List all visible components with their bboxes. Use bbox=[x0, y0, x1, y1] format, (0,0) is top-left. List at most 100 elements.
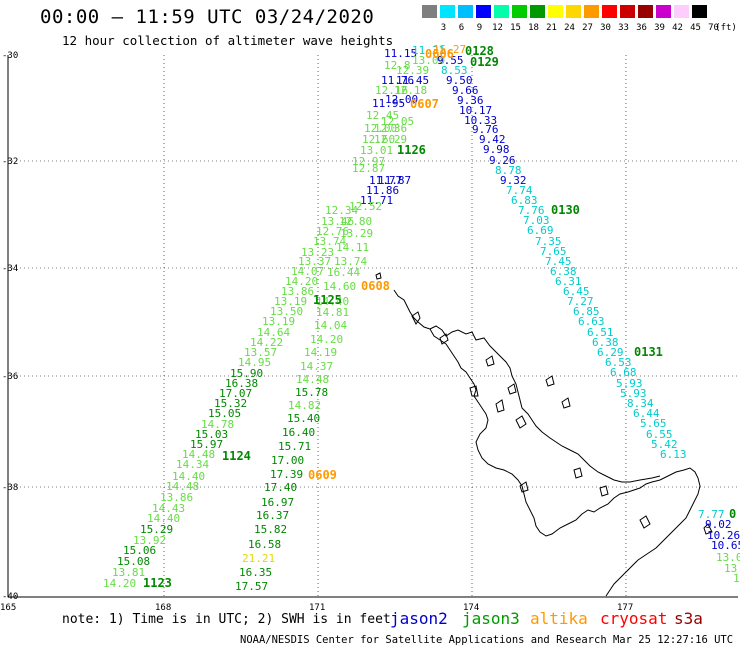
wave-height-value: 16.40 bbox=[282, 426, 316, 439]
wave-height-value: 15.06 bbox=[123, 544, 157, 557]
colorbar-swatch bbox=[476, 5, 491, 18]
page-subtitle: 12 hour collection of altimeter wave hei… bbox=[62, 33, 394, 48]
colorbar-swatch bbox=[674, 5, 689, 18]
wave-height-value: 9.66 bbox=[452, 84, 479, 97]
wave-height-value: 8.78 bbox=[495, 164, 522, 177]
wave-height-value: 11.77 bbox=[369, 174, 403, 187]
colorbar-swatch bbox=[692, 5, 707, 18]
wave-height-value: 15.08 bbox=[117, 555, 151, 568]
wave-height-value: 14.11 bbox=[336, 241, 370, 254]
wave-height-value: 6.69 bbox=[527, 224, 554, 237]
coastline bbox=[375, 272, 713, 535]
lat-label: -30 bbox=[2, 51, 19, 61]
wave-height-value: 11.86 bbox=[366, 184, 400, 197]
wave-height-value: 7.35 bbox=[535, 235, 562, 248]
wave-height-value: 6.29 bbox=[597, 346, 624, 359]
wave-height-value: 15.40 bbox=[287, 412, 321, 425]
wave-height-value: 12.05 bbox=[381, 115, 415, 128]
colorbar-swatch bbox=[512, 5, 527, 18]
wave-height-value: 13.50 bbox=[270, 305, 304, 318]
colorbar-swatch bbox=[602, 5, 617, 18]
wave-height-value: 6.55 bbox=[646, 428, 673, 441]
wave-height-value: 17.40 bbox=[264, 481, 298, 494]
wave-height-value: 13. bbox=[724, 562, 740, 575]
wave-height-value: 15.32 bbox=[214, 397, 248, 410]
wave-height-value: 8.53 bbox=[441, 64, 468, 77]
wave-height-value: 13.19 bbox=[274, 295, 308, 308]
colorbar-label: 33 bbox=[618, 23, 629, 33]
wave-height-value: 14.04 bbox=[314, 319, 348, 332]
wave-height-value: 6.83 bbox=[511, 194, 538, 207]
wave-height-value: 7.76 bbox=[518, 204, 545, 217]
wave-height-value: 15.03 bbox=[195, 428, 229, 441]
colorbar-label: 39 bbox=[654, 23, 665, 33]
wave-height-value: 12.18 bbox=[394, 84, 428, 97]
wave-height-value: 16.37 bbox=[256, 509, 290, 522]
page-title: 00:00 – 11:59 UTC 03/24/2020 bbox=[40, 6, 375, 28]
wave-height-value: 6.45 bbox=[563, 285, 590, 298]
wave-height-value: 14.07 bbox=[291, 265, 325, 278]
wave-height-value: 9.98 bbox=[483, 143, 510, 156]
wave-height-value: 11.76 bbox=[381, 74, 415, 87]
wave-height-value: 5.42 bbox=[651, 438, 678, 451]
wave-height-value: 21.21 bbox=[242, 552, 276, 565]
wave-height-value: 13.46 bbox=[321, 215, 355, 228]
track-time-label: 1126 bbox=[397, 143, 426, 157]
wave-height-value: 13.01 bbox=[360, 144, 394, 157]
wave-height-value: 16.38 bbox=[225, 377, 259, 390]
colorbar-swatch bbox=[620, 5, 635, 18]
wave-height-value: 17.00 bbox=[271, 454, 305, 467]
wave-height-value: 14.48 bbox=[296, 373, 330, 386]
wave-height-value: 13.0 bbox=[716, 551, 740, 564]
colorbar-label: 70 bbox=[708, 23, 719, 33]
wave-height-value: 14.60 bbox=[323, 280, 357, 293]
colorbar-swatch bbox=[584, 5, 599, 18]
colorbar-label: 42 bbox=[672, 23, 683, 33]
graticule bbox=[8, 55, 738, 597]
wave-height-value: 12.00 bbox=[364, 122, 398, 135]
lon-label: 165 bbox=[0, 603, 17, 613]
wave-height-value: 11.15 bbox=[384, 47, 418, 60]
wave-height-value: 16.97 bbox=[261, 496, 295, 509]
footer-note: note: 1) Time is in UTC; 2) SWH is in fe… bbox=[62, 612, 391, 627]
wave-height-value: 13.19 bbox=[262, 315, 296, 328]
wave-height-value: 12.97 bbox=[352, 155, 386, 168]
wave-height-value: 11.71 bbox=[360, 194, 394, 207]
wave-height-value: 11.87 bbox=[378, 174, 412, 187]
wave-height-value: 6.85 bbox=[573, 305, 600, 318]
wave-height-value: 14.95 bbox=[238, 356, 272, 369]
wave-height-value: 9.76 bbox=[472, 123, 499, 136]
track-time-label: 1124 bbox=[222, 449, 251, 463]
wave-height-value: 15.97 bbox=[190, 438, 224, 451]
wave-height-value: 9.26 bbox=[489, 154, 516, 167]
coastline bbox=[411, 311, 609, 497]
wave-height-value: 14.20 bbox=[103, 577, 137, 590]
colorbar-label: 45 bbox=[690, 23, 701, 33]
wave-height-value: 12.52 bbox=[349, 200, 383, 213]
wave-height-value: 13.86 bbox=[281, 285, 315, 298]
wave-height-value: 13.29 bbox=[340, 227, 374, 240]
wave-height-value: 13.74 bbox=[334, 255, 368, 268]
wave-height-value: 12.45 bbox=[366, 109, 400, 122]
colorbar-swatch bbox=[440, 5, 455, 18]
track-time-label: 0131 bbox=[634, 345, 663, 359]
wave-height-value: 9.36 bbox=[457, 94, 484, 107]
track-time-label: 0130 bbox=[551, 203, 580, 217]
track-time-label: 0 bbox=[729, 507, 737, 521]
wave-height-value: 9.50 bbox=[446, 74, 473, 87]
wave-height-value: 7.27 bbox=[567, 295, 594, 308]
wave-height-value: 16.58 bbox=[248, 538, 282, 551]
wave-height-value: 5.93 bbox=[620, 387, 647, 400]
wave-height-value: 14.48 bbox=[182, 448, 216, 461]
track-time-label: 0606 bbox=[425, 47, 454, 61]
wave-height-value: 12.16 bbox=[375, 84, 409, 97]
wave-height-value: 6.53 bbox=[605, 356, 632, 369]
colorbar-swatch bbox=[458, 5, 473, 18]
wave-height-value: 13.74 bbox=[313, 235, 347, 248]
wave-height-value: 14.78 bbox=[201, 418, 235, 431]
wave-height-value: 14.81 bbox=[316, 306, 350, 319]
lon-label: 168 bbox=[155, 603, 172, 613]
mission-legend-jason2: jason2 bbox=[390, 609, 448, 628]
